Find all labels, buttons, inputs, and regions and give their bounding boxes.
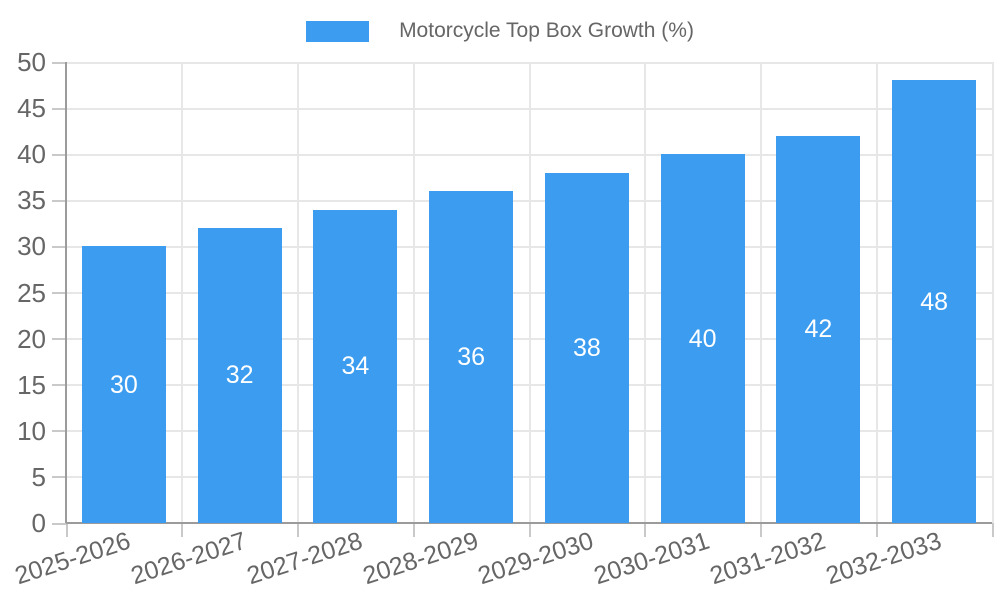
bar-value-label: 36: [457, 343, 486, 372]
y-tick-label: 10: [17, 415, 46, 446]
gridline-vertical: [181, 62, 184, 523]
x-axis-tick: [875, 523, 878, 537]
y-tick-label: 15: [17, 369, 46, 400]
y-axis-tick: [52, 199, 66, 202]
y-tick-label: 30: [17, 231, 46, 262]
bar-value-label: 48: [920, 287, 949, 316]
y-tick-label: 50: [17, 47, 46, 77]
y-axis-tick: [52, 522, 66, 525]
gridline-vertical: [297, 62, 299, 523]
y-axis-tick: [52, 430, 66, 433]
bar-value-label: 34: [341, 352, 370, 381]
x-tick-label: 2032-2033: [822, 526, 945, 591]
x-tick-label: 2026-2027: [127, 526, 250, 591]
y-tick-label: 20: [17, 323, 46, 354]
y-axis-tick: [52, 384, 66, 387]
y-axis-tick: [52, 245, 66, 248]
bar[interactable]: [660, 154, 745, 523]
x-axis-tick: [760, 523, 762, 537]
x-tick-label: 2031-2032: [706, 526, 829, 591]
x-tick-label: 2027-2028: [243, 526, 366, 591]
x-axis-tick: [297, 523, 299, 537]
x-axis-tick: [528, 523, 531, 537]
y-axis-tick: [52, 476, 66, 479]
x-axis-tick: [991, 523, 994, 537]
y-tick-label: 5: [31, 461, 46, 492]
y-tick-label: 45: [17, 93, 46, 124]
bar-value-label: 30: [109, 370, 138, 399]
x-axis-line: [66, 522, 992, 524]
bar-value-label: 38: [572, 333, 601, 362]
y-tick-label: 25: [17, 277, 46, 308]
y-tick-label: 35: [17, 185, 46, 216]
x-tick-label: 2025-2026: [11, 526, 135, 591]
y-axis-tick: [52, 107, 66, 110]
y-axis-tick: [52, 153, 66, 156]
y-tick-label: 40: [17, 139, 46, 170]
bar-value-label: 32: [225, 361, 254, 390]
y-axis-tick: [52, 292, 66, 294]
bar-value-label: 40: [688, 324, 717, 353]
bar[interactable]: [197, 227, 282, 523]
bar[interactable]: [776, 135, 861, 523]
bar[interactable]: [892, 80, 977, 523]
gridline-vertical: [760, 62, 762, 523]
gridline-vertical: [991, 62, 994, 523]
bar[interactable]: [544, 172, 629, 523]
gridline-vertical: [875, 62, 878, 523]
x-axis-tick: [644, 523, 647, 537]
y-axis-tick: [52, 61, 66, 64]
x-axis-tick: [65, 523, 68, 537]
bar[interactable]: [313, 209, 398, 523]
y-axis-tick: [52, 338, 66, 341]
y-tick-label: 0: [31, 508, 46, 538]
gridline-vertical: [528, 62, 531, 523]
legend-swatch: [306, 20, 370, 42]
bar[interactable]: [429, 191, 514, 523]
x-tick-label: 2028-2029: [359, 526, 482, 591]
bar-value-label: 42: [804, 315, 833, 344]
x-axis-tick: [412, 523, 415, 537]
x-tick-label: 2029-2030: [474, 526, 598, 591]
legend[interactable]: Motorcycle Top Box Growth (%): [0, 20, 1000, 42]
y-axis-line: [65, 62, 67, 523]
gridline-vertical: [412, 62, 415, 523]
x-tick-label: 2030-2031: [590, 526, 713, 591]
gridline-vertical: [644, 62, 647, 523]
legend-label: Motorcycle Top Box Growth (%): [399, 19, 694, 42]
x-axis-tick: [181, 523, 184, 537]
bar[interactable]: [81, 246, 166, 523]
